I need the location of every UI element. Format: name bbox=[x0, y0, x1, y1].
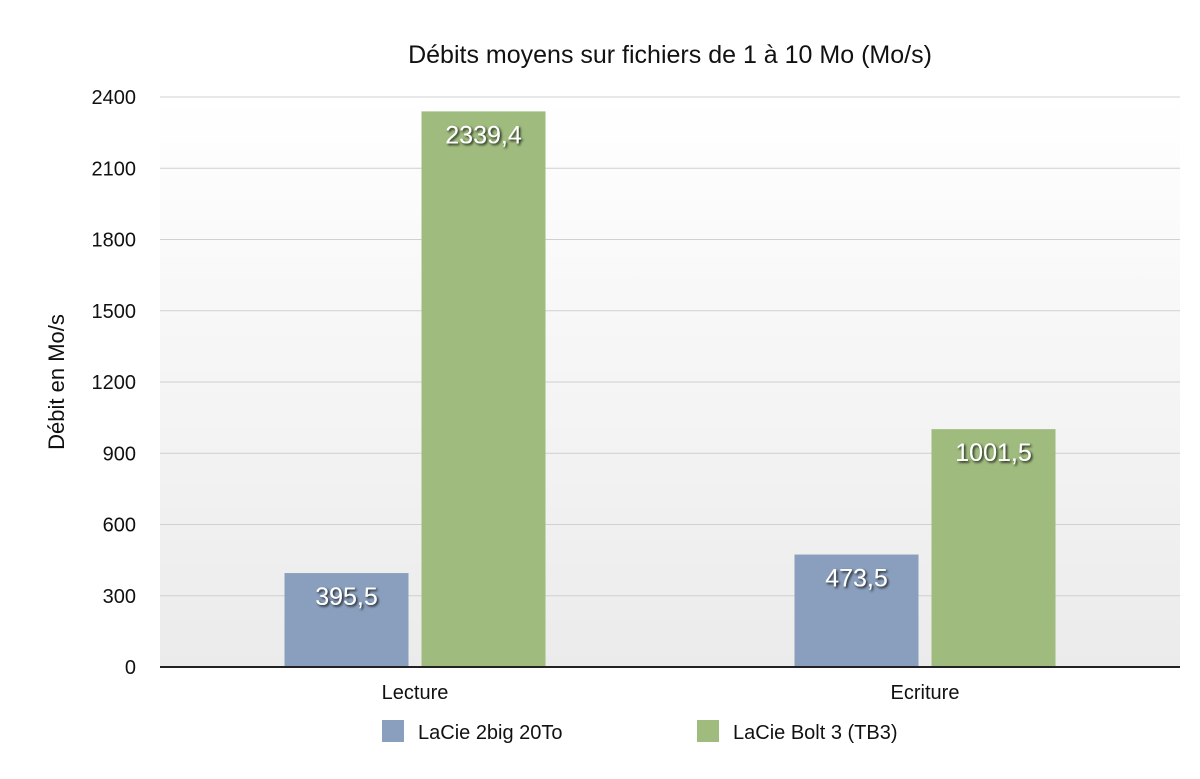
x-tick-label: Ecriture bbox=[891, 682, 960, 704]
y-tick-label: 600 bbox=[103, 515, 136, 537]
legend-swatch bbox=[382, 720, 404, 742]
x-tick-label: Lecture bbox=[382, 682, 449, 704]
data-label: 1001,5 bbox=[955, 439, 1031, 467]
data-label: 473,5 bbox=[825, 565, 888, 593]
y-tick-label: 300 bbox=[103, 586, 136, 608]
data-label: 2339,4 bbox=[445, 121, 522, 149]
legend-item: LaCie 2big 20To bbox=[382, 720, 563, 744]
y-tick-label: 1800 bbox=[92, 230, 137, 252]
data-label: 395,5 bbox=[315, 583, 378, 611]
y-tick-label: 1500 bbox=[92, 301, 137, 323]
y-tick-label: 2100 bbox=[92, 158, 137, 180]
bar bbox=[794, 554, 919, 667]
legend-swatch bbox=[697, 720, 719, 742]
legend: LaCie 2big 20To LaCie Bolt 3 (TB3) bbox=[382, 720, 898, 744]
legend-item: LaCie Bolt 3 (TB3) bbox=[697, 720, 898, 744]
y-axis-label: Débit en Mo/s bbox=[44, 314, 69, 450]
bar bbox=[284, 573, 409, 667]
legend-label: LaCie 2big 20To bbox=[418, 722, 563, 744]
bar bbox=[421, 111, 546, 667]
y-tick-label: 2400 bbox=[92, 87, 137, 109]
plot-area: 0 300 600 900 1200 1500 1800 2100 2400 395,5 2339,… bbox=[92, 87, 1180, 704]
y-tick-label: 900 bbox=[103, 443, 136, 465]
bar bbox=[931, 429, 1056, 667]
legend-label: LaCie Bolt 3 (TB3) bbox=[733, 722, 898, 744]
y-tick-label: 0 bbox=[125, 657, 136, 679]
chart-title: Débits moyens sur fichiers de 1 à 10 Mo … bbox=[408, 41, 932, 69]
y-tick-label: 1200 bbox=[92, 372, 137, 394]
